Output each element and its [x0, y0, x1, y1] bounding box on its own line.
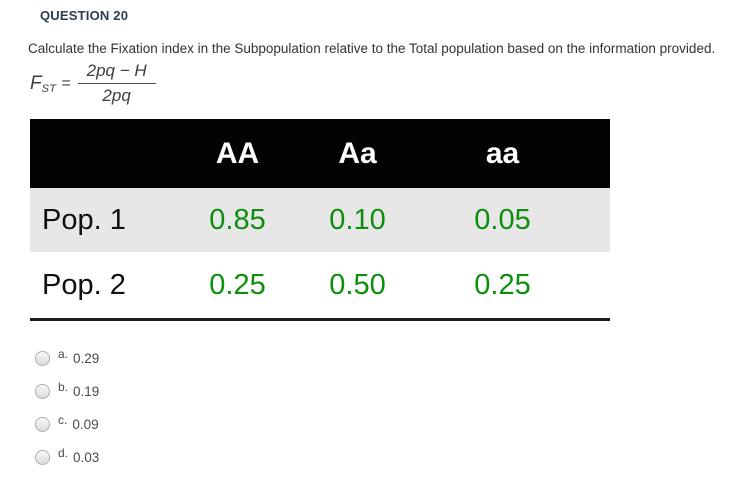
table-cell-value: 0.25	[474, 268, 531, 301]
table-cell-value: 0.50	[329, 268, 386, 301]
table-cell-value: 0.10	[295, 188, 420, 252]
col-header-aa-heterozygous: Aa	[295, 119, 420, 188]
row-label-pop2: Pop. 2	[42, 268, 126, 301]
option-value: 0.29	[73, 351, 100, 366]
table-row-pop2: Pop. 2 0.25 0.50 0.25	[30, 252, 610, 320]
option-value: 0.03	[73, 450, 100, 465]
fraction-denominator: 2pq	[102, 86, 131, 105]
table-cell-value: 0.25	[209, 268, 266, 301]
answer-options: a. 0.29 b. 0.19 c. 0.09 d. 0.03	[35, 347, 99, 479]
radio-button-d[interactable]	[35, 450, 50, 465]
col-header-aa-homozygous-recessive: aa	[420, 119, 585, 188]
table-row-pop1: Pop. 1 0.85 0.10 0.05	[30, 188, 610, 252]
table-header-row: AA Aa aa	[30, 119, 610, 188]
table-corner-cell	[30, 119, 180, 188]
genotype-frequency-table: AA Aa aa Pop. 1 0.85 0.10 0.05 Pop. 2 0.…	[30, 119, 610, 321]
equals-sign: =	[61, 74, 71, 92]
fst-formula: F ST = 2pq − H 2pq	[30, 62, 156, 105]
option-value: 0.19	[73, 384, 100, 399]
fst-symbol: F	[30, 72, 42, 94]
answer-option-a[interactable]: a. 0.29	[35, 347, 99, 368]
option-letter: a.	[58, 347, 69, 361]
table-pad-cell	[585, 252, 610, 320]
formula-fraction: 2pq − H 2pq	[77, 62, 156, 105]
answer-option-d[interactable]: d. 0.03	[35, 446, 99, 467]
table-pad-cell	[585, 188, 610, 252]
option-letter: d.	[58, 446, 69, 460]
question-title: QUESTION 20	[40, 8, 129, 23]
table-cell-value: 0.05	[420, 188, 585, 252]
radio-button-a[interactable]	[35, 351, 50, 366]
fst-subscript: ST	[41, 82, 57, 95]
option-letter: c.	[58, 413, 68, 427]
answer-option-b[interactable]: b. 0.19	[35, 380, 99, 401]
question-prompt: Calculate the Fixation index in the Subp…	[28, 41, 716, 56]
col-header-aa-homozygous-dominant: AA	[180, 119, 295, 188]
radio-button-b[interactable]	[35, 384, 50, 399]
table-cell-value: 0.85	[180, 188, 295, 252]
option-letter: b.	[58, 380, 69, 394]
fraction-numerator: 2pq − H	[77, 62, 156, 84]
answer-option-c[interactable]: c. 0.09	[35, 413, 99, 434]
table-pad-cell	[585, 119, 610, 188]
radio-button-c[interactable]	[35, 417, 50, 432]
row-label-pop1: Pop. 1	[30, 188, 180, 252]
option-value: 0.09	[72, 417, 99, 432]
